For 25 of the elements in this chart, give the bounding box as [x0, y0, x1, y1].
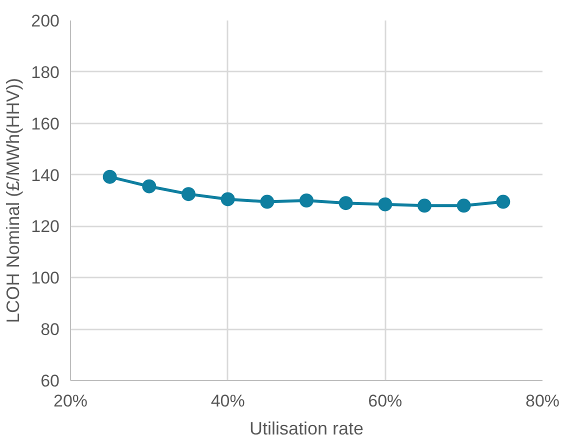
y-tick-label: 60 [40, 372, 60, 390]
y-axis-title: LCOH Nominal (£/MWh(HHV)) [3, 78, 24, 324]
point [300, 194, 314, 208]
y-tick-label: 140 [31, 166, 60, 185]
y-tick-label: 180 [31, 62, 60, 82]
y-tick-label: 120 [31, 217, 60, 236]
point [220, 192, 235, 206]
point [338, 196, 353, 210]
y-tick-label: 80 [40, 320, 60, 340]
y-tick-label: 160 [31, 114, 60, 134]
point [102, 170, 117, 184]
x-tick-label: 60% [368, 392, 402, 410]
point [378, 197, 392, 212]
x-tick-label: 40% [210, 392, 245, 410]
point [260, 194, 274, 209]
x-tick-label: 80% [525, 392, 560, 410]
y-tick-label: 200 [31, 12, 60, 30]
x-axis-title: Utilisation rate [249, 418, 364, 438]
x-tick-label: 20% [53, 392, 88, 410]
y-tick-label: 100 [31, 268, 60, 288]
point [142, 179, 156, 194]
point [456, 198, 471, 213]
point [182, 187, 196, 202]
point [418, 198, 432, 213]
point [496, 194, 510, 209]
